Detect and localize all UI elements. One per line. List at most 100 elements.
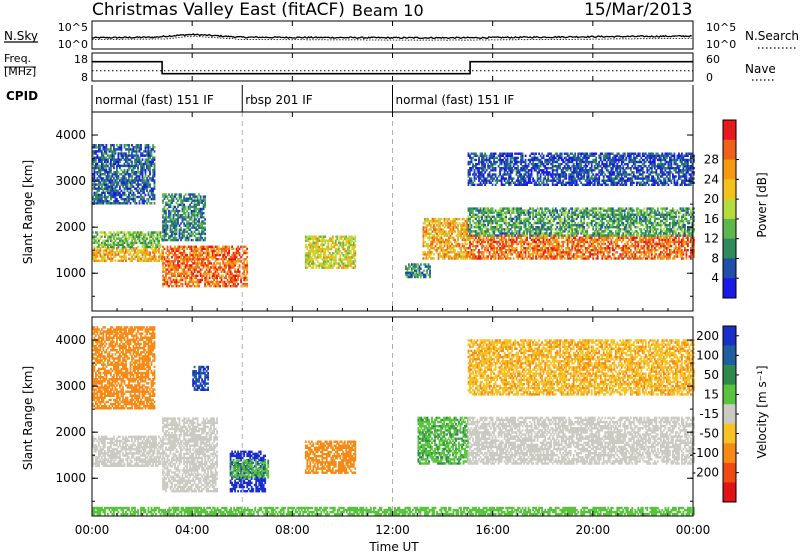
freq-panel: Freq. [MHz] 18 8 60 0 Nave	[4, 52, 776, 84]
power-panel: 1000 2000 3000 4000 Slant Range [km]	[21, 112, 695, 311]
power-colorbar-swatch	[723, 239, 736, 259]
noise-right-label: N.Search	[745, 29, 799, 43]
power-echo-region	[92, 231, 163, 248]
power-echo-region	[162, 246, 248, 288]
range-tick-label: 1000	[55, 266, 86, 280]
velocity-panel: 1000 2000 3000 4000 Slant Range [km]	[21, 317, 695, 516]
nave-tick-bottom: 0	[706, 71, 713, 84]
time-tick-label: 12:00	[375, 523, 410, 537]
noise-left-label: N.Sky	[4, 29, 38, 43]
velocity-colorbar-tick: -200	[692, 466, 719, 480]
velocity-echo-region	[418, 417, 469, 465]
power-echo-region	[162, 193, 206, 241]
velocity-colorbar-swatch	[723, 482, 736, 502]
velocity-colorbar-tick: 15	[704, 387, 719, 401]
velocity-colorbar-swatch	[723, 365, 736, 385]
freq-label-line1: Freq.	[4, 52, 31, 65]
power-colorbar-label: Power [dB]	[755, 172, 769, 237]
velocity-colorbar-swatch	[723, 326, 736, 346]
power-colorbar-swatch	[723, 278, 736, 298]
power-echo-region	[92, 144, 155, 205]
freq-series	[92, 62, 693, 74]
noise-left-tick-bottom: 10^0	[58, 38, 88, 51]
time-tick-label: 20:00	[576, 523, 611, 537]
power-colorbar-swatch	[723, 258, 736, 278]
freq-tick-bottom: 8	[81, 71, 88, 84]
velocity-colorbar-tick: -50	[699, 427, 719, 441]
range-tick-label: 2000	[55, 425, 86, 439]
power-colorbar-tick: 8	[711, 251, 719, 265]
power-echo-region	[468, 207, 695, 236]
time-tick-label: 00:00	[75, 523, 110, 537]
velocity-echo-region	[192, 366, 209, 391]
velocity-echo-region	[468, 339, 695, 395]
cpid-segment-label: normal (fast) 151 IF	[95, 93, 214, 107]
cpid-label: CPID	[6, 89, 38, 103]
station-title: Christmas Valley East (fitACF)	[92, 0, 345, 20]
noise-right-tick-bottom: 10^0	[706, 38, 736, 51]
velocity-ylabel: Slant Range [km]	[21, 366, 35, 470]
beam-title: Beam 10	[352, 1, 424, 20]
range-tick-label: 3000	[55, 379, 86, 393]
time-tick-label: 08:00	[275, 523, 310, 537]
nave-label: Nave	[745, 62, 776, 76]
velocity-colorbar-tick: -15	[699, 407, 719, 421]
velocity-colorbar-tick: -100	[692, 446, 719, 460]
freq-tick-top: 18	[74, 53, 88, 66]
time-tick-label: 16:00	[475, 523, 510, 537]
velocity-colorbar-swatch	[723, 385, 736, 405]
velocity-colorbar-tick: 200	[696, 329, 719, 343]
power-colorbar-tick: 4	[711, 271, 719, 285]
power-colorbar-tick: 28	[704, 153, 719, 167]
cpid-segment-label: rbsp 201 IF	[245, 93, 312, 107]
noise-panel: N.Sky 10^5 10^0 10^5 10^0 N.Search	[4, 21, 799, 51]
velocity-echo-region	[92, 326, 155, 409]
power-echo-region	[468, 153, 695, 187]
power-colorbar-swatch	[723, 140, 736, 160]
velocity-colorbar-tick: 50	[704, 368, 719, 382]
velocity-colorbar-tick: 100	[696, 348, 719, 362]
power-colorbar-swatch	[723, 199, 736, 219]
velocity-colorbar-swatch	[723, 424, 736, 444]
time-tick-label: 04:00	[175, 523, 210, 537]
power-colorbar-swatch	[723, 120, 736, 140]
velocity-colorbar-swatch	[723, 404, 736, 424]
velocity-echo-region	[468, 417, 695, 465]
power-ylabel: Slant Range [km]	[21, 160, 35, 264]
range-tick-label: 4000	[55, 333, 86, 347]
power-colorbar-swatch	[723, 179, 736, 199]
power-colorbar-tick: 12	[704, 232, 719, 246]
power-colorbar: 4 8 12 16 20 24 28 Power [dB]	[704, 120, 769, 298]
power-colorbar-tick: 24	[704, 172, 719, 186]
power-colorbar-swatch	[723, 160, 736, 180]
velocity-colorbar-swatch	[723, 346, 736, 366]
cpid-strip: CPID normal (fast) 151 IF rbsp 201 IF norm…	[6, 85, 693, 112]
velocity-echo-region	[162, 417, 218, 492]
power-colorbar-tick: 16	[704, 212, 719, 226]
velocity-colorbar-label: Velocity [m s⁻¹]	[755, 365, 769, 458]
time-axis-label: Time UT	[368, 540, 419, 554]
range-tick-label: 2000	[55, 220, 86, 234]
noise-right-tick-top: 10^5	[706, 21, 736, 34]
velocity-colorbar-swatch	[723, 463, 736, 483]
range-tick-label: 3000	[55, 174, 86, 188]
velocity-echo-region	[305, 441, 356, 474]
noise-series-sky	[92, 34, 692, 39]
power-echo-region	[405, 263, 431, 278]
time-tick-label: 00:00	[676, 523, 711, 537]
range-tick-label: 4000	[55, 128, 86, 142]
range-tick-label: 1000	[55, 471, 86, 485]
velocity-colorbar: 200 100 50 15 -15 -50 -100 -200 Velocity [m s⁻¹…	[692, 326, 769, 502]
cpid-segment-label: normal (fast) 151 IF	[396, 93, 515, 107]
power-echo-region	[305, 236, 356, 269]
power-echo-region	[423, 218, 468, 260]
power-colorbar-swatch	[723, 219, 736, 239]
noise-left-tick-top: 10^5	[58, 21, 88, 34]
velocity-echo-region	[92, 436, 163, 467]
power-echo-region	[92, 247, 163, 262]
power-echo-region	[468, 235, 695, 260]
power-colorbar-tick: 20	[704, 192, 719, 206]
velocity-colorbar-swatch	[723, 443, 736, 463]
